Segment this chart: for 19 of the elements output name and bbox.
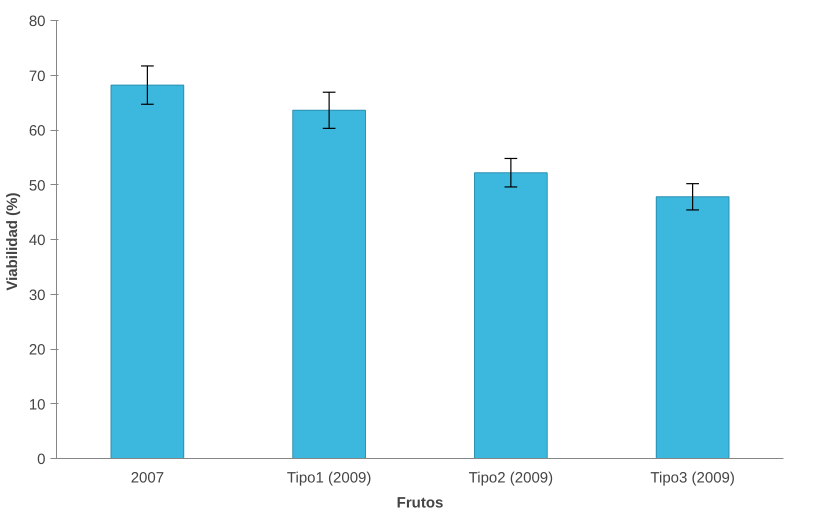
y-tick-label: 40 xyxy=(28,232,46,249)
bar xyxy=(292,110,366,458)
bar xyxy=(474,172,548,458)
y-tick-label: 20 xyxy=(28,342,46,358)
y-tick-label: 80 xyxy=(28,13,46,30)
x-tick-label: 2007 xyxy=(130,470,164,486)
y-tick-label: 70 xyxy=(28,68,46,85)
x-tick-label: Tipo2 (2009) xyxy=(468,470,554,486)
y-tick-label: 30 xyxy=(28,286,46,304)
x-tick-label: Tipo1 (2009) xyxy=(286,470,372,486)
y-tick-label: 10 xyxy=(28,396,46,414)
x-axis-title: Frutos xyxy=(396,494,444,512)
x-tick-label: Tipo3 (2009) xyxy=(650,470,735,486)
bar xyxy=(656,196,730,458)
y-axis-title: Viabilidad (%) xyxy=(4,192,21,291)
y-tick-label: 60 xyxy=(28,122,46,140)
y-tick-label: 0 xyxy=(37,451,46,468)
bar xyxy=(110,84,184,458)
y-tick-label: 50 xyxy=(28,177,46,194)
